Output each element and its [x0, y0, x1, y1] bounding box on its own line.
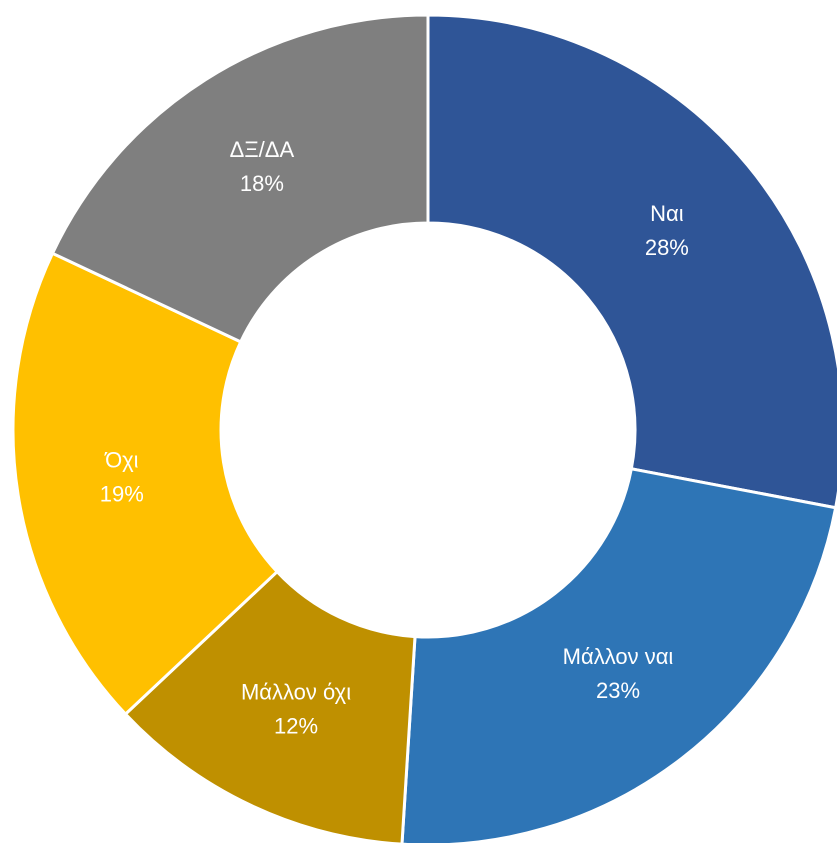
- slice: [426, 13, 837, 510]
- slice-value-label: 12%: [274, 713, 318, 738]
- slice: [400, 467, 837, 843]
- slice-label: Ναι: [650, 201, 684, 226]
- slice-label: Όχι: [104, 447, 139, 472]
- slice-label: Μάλλον ναι: [563, 644, 674, 669]
- slice: [11, 251, 280, 717]
- slice-value-label: 23%: [596, 678, 640, 703]
- slice-label: Μάλλον όχι: [241, 679, 351, 704]
- slice-value-label: 28%: [645, 235, 689, 260]
- slice-value-label: 19%: [100, 481, 144, 506]
- slice-label: ΔΞ/ΔΑ: [230, 137, 295, 162]
- slice: [50, 13, 430, 344]
- slice-value-label: 18%: [240, 171, 284, 196]
- slice: [123, 569, 417, 843]
